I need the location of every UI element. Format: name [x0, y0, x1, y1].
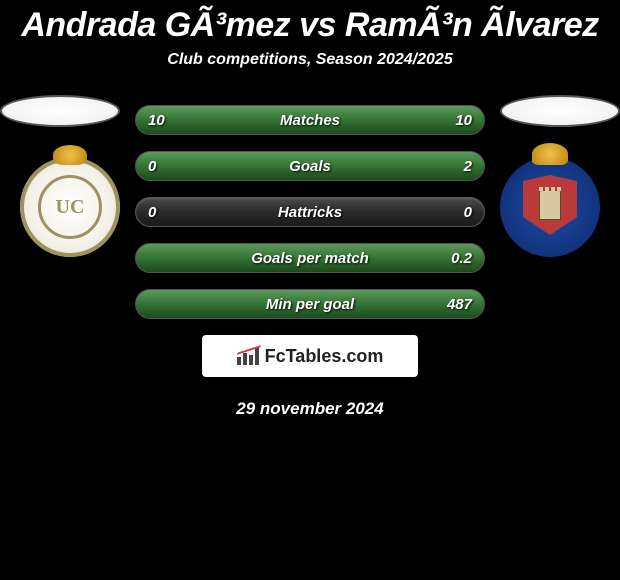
stat-label: Goals per match	[251, 250, 369, 267]
stat-value-right: 0.2	[451, 250, 472, 267]
comparison-content: UC 10 Matches 10 0 Goals 2 0 Hattricks 0 Goals pe…	[0, 105, 620, 419]
stat-label: Hattricks	[278, 204, 342, 221]
stat-value-right: 10	[455, 112, 472, 129]
team-crest-left: UC	[20, 157, 120, 257]
stat-row: 0 Goals 2	[135, 151, 485, 181]
stat-row: 0 Hattricks 0	[135, 197, 485, 227]
stat-row: Min per goal 487	[135, 289, 485, 319]
stat-value-left: 10	[148, 112, 165, 129]
stat-value-left: 0	[148, 158, 156, 175]
source-watermark: FcTables.com	[202, 335, 418, 377]
watermark-chart-icon	[237, 347, 259, 365]
team-crest-right	[500, 157, 600, 257]
comparison-title: Andrada GÃ³mez vs RamÃ³n Ãlvarez	[0, 0, 620, 45]
crest-right-tower-icon	[539, 190, 561, 220]
stat-label: Matches	[280, 112, 340, 129]
stat-value-right: 2	[464, 158, 472, 175]
watermark-text: FcTables.com	[265, 346, 384, 367]
stat-rows: 10 Matches 10 0 Goals 2 0 Hattricks 0 Goals per m…	[135, 105, 485, 319]
comparison-subtitle: Club competitions, Season 2024/2025	[0, 51, 620, 69]
snapshot-date: 29 november 2024	[0, 399, 620, 419]
stat-row: 10 Matches 10	[135, 105, 485, 135]
player-photo-right	[500, 95, 620, 127]
stat-value-right: 487	[447, 296, 472, 313]
stat-label: Min per goal	[266, 296, 354, 313]
stat-value-left: 0	[148, 204, 156, 221]
crest-left-monogram: UC	[38, 175, 102, 239]
stat-label: Goals	[289, 158, 331, 175]
stat-value-right: 0	[464, 204, 472, 221]
stat-row: Goals per match 0.2	[135, 243, 485, 273]
player-photo-left	[0, 95, 120, 127]
crest-right-shield	[523, 175, 577, 235]
